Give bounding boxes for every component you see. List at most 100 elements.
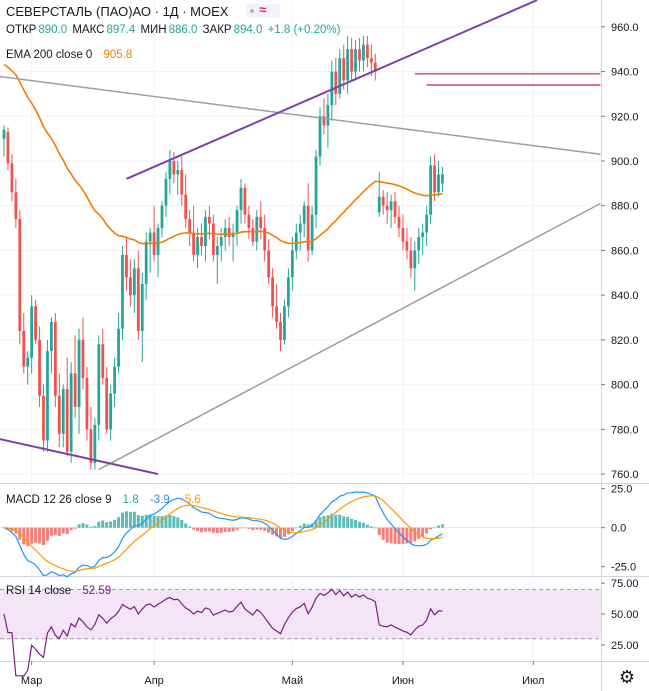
candle-body: [61, 389, 65, 434]
candle-body: [302, 205, 306, 224]
candle-body: [160, 205, 164, 229]
candle-body: [275, 306, 278, 322]
macd-histogram-bar: [255, 527, 259, 530]
candle-body: [401, 228, 405, 242]
high-value: 897.4: [106, 24, 136, 36]
rsi-legend[interactable]: RSI 14 close 52.59: [6, 584, 113, 598]
x-axis-label: Мар: [21, 675, 43, 687]
macd-histogram-bar: [397, 527, 401, 544]
macd-line: [3, 491, 443, 578]
gear-icon[interactable]: ⚙: [618, 667, 636, 687]
candle-body: [208, 216, 211, 224]
ema-legend[interactable]: EMA 200 close 0 905.8: [6, 48, 134, 62]
x-axis-label: Июл: [522, 675, 544, 687]
candle-body: [358, 49, 361, 61]
candle-body: [85, 377, 89, 430]
macd-histogram-bar: [259, 527, 263, 530]
macd-histogram-bar: [22, 527, 26, 545]
macd-histogram-bar: [168, 515, 172, 528]
macd-histogram-bar: [377, 527, 381, 536]
macd-histogram-bar: [358, 521, 361, 528]
candle-body: [417, 237, 421, 251]
macd-histogram-bar: [73, 527, 77, 529]
macd-axis-label: 25.0: [611, 484, 632, 496]
macd-histogram-bar: [219, 527, 223, 533]
macd-histogram-bar: [437, 525, 440, 528]
price-axis-label: 800.0: [611, 380, 639, 392]
macd-histogram-bar: [49, 527, 53, 536]
candle-body: [192, 232, 195, 255]
macd-histogram-bar: [318, 517, 322, 528]
x-axis-label: Май: [282, 675, 304, 687]
candle-body: [362, 44, 365, 61]
macd-histogram-bar: [231, 527, 235, 532]
candle-body: [211, 223, 215, 255]
candle-body: [219, 237, 223, 246]
open-label: ОТКР: [6, 24, 37, 36]
price-pane: [0, 0, 601, 476]
macd-histogram-bar: [290, 527, 294, 532]
candle-body: [350, 49, 353, 72]
candle-body: [393, 201, 397, 217]
candle-body: [53, 322, 57, 396]
macd-histogram-bar: [338, 514, 342, 528]
macd-histogram-bar: [381, 527, 385, 540]
candle-body: [172, 161, 176, 175]
ema-line: [3, 63, 443, 245]
candle-body: [6, 131, 10, 164]
candle-body: [97, 344, 101, 425]
low-value: 886.0: [168, 24, 198, 36]
macd-histogram-bar: [77, 524, 81, 528]
candle-body: [204, 216, 207, 246]
macd-histogram-bar: [101, 520, 105, 528]
macd-histogram-bar: [144, 514, 148, 528]
macd-signal-line: [3, 495, 443, 573]
channel-line-lower: [0, 438, 159, 476]
macd-histogram-bar: [389, 527, 393, 544]
candle-body: [298, 223, 302, 233]
macd-histogram-bar: [65, 527, 69, 534]
macd-histogram-bar: [302, 523, 306, 528]
candle-body: [433, 165, 436, 193]
candle-body: [26, 357, 30, 367]
macd-hist-value: 1.8: [122, 494, 139, 506]
macd-histogram-bar: [85, 524, 89, 528]
macd-histogram-bar: [346, 516, 350, 528]
macd-histogram-bar: [405, 527, 409, 544]
macd-axis-label: -25.0: [611, 562, 636, 574]
macd-histogram-bar: [227, 527, 231, 532]
compare-icon[interactable]: ≈: [246, 2, 281, 18]
candle-body: [397, 216, 401, 229]
candle-body: [310, 214, 314, 251]
candle-body: [239, 187, 243, 211]
macd-histogram-bar: [267, 527, 271, 533]
candle-body: [188, 219, 192, 233]
macd-histogram-bar: [350, 518, 354, 528]
macd-histogram-bar: [440, 524, 444, 528]
macd-legend[interactable]: MACD 12 26 close 9 1.8 -3.9 -5.6: [6, 493, 203, 507]
macd-histogram-bar: [93, 525, 97, 528]
candle-body: [287, 277, 290, 307]
dot-icon: [250, 9, 255, 13]
macd-histogram-bar: [128, 511, 132, 528]
candle-body: [334, 71, 338, 94]
candle-body: [441, 174, 444, 184]
candle-body: [314, 156, 318, 215]
x-axis-label: Июн: [392, 675, 414, 687]
macd-histogram-bar: [109, 521, 113, 528]
macd-histogram-bar: [385, 527, 389, 543]
candle-body: [10, 163, 14, 193]
candle-body: [117, 328, 120, 367]
candle-body: [14, 192, 18, 220]
price-axis-label: 900.0: [611, 156, 639, 168]
macd-histogram-bar: [42, 527, 45, 545]
trend-line-support: [98, 202, 601, 471]
macd-histogram-bar: [164, 515, 168, 528]
candle-body: [437, 174, 440, 193]
candle-body: [42, 395, 45, 441]
candle-body: [342, 58, 346, 81]
candle-body: [46, 351, 49, 441]
macd-histogram-bar: [132, 511, 136, 528]
channel-line-upper: [126, 0, 538, 180]
